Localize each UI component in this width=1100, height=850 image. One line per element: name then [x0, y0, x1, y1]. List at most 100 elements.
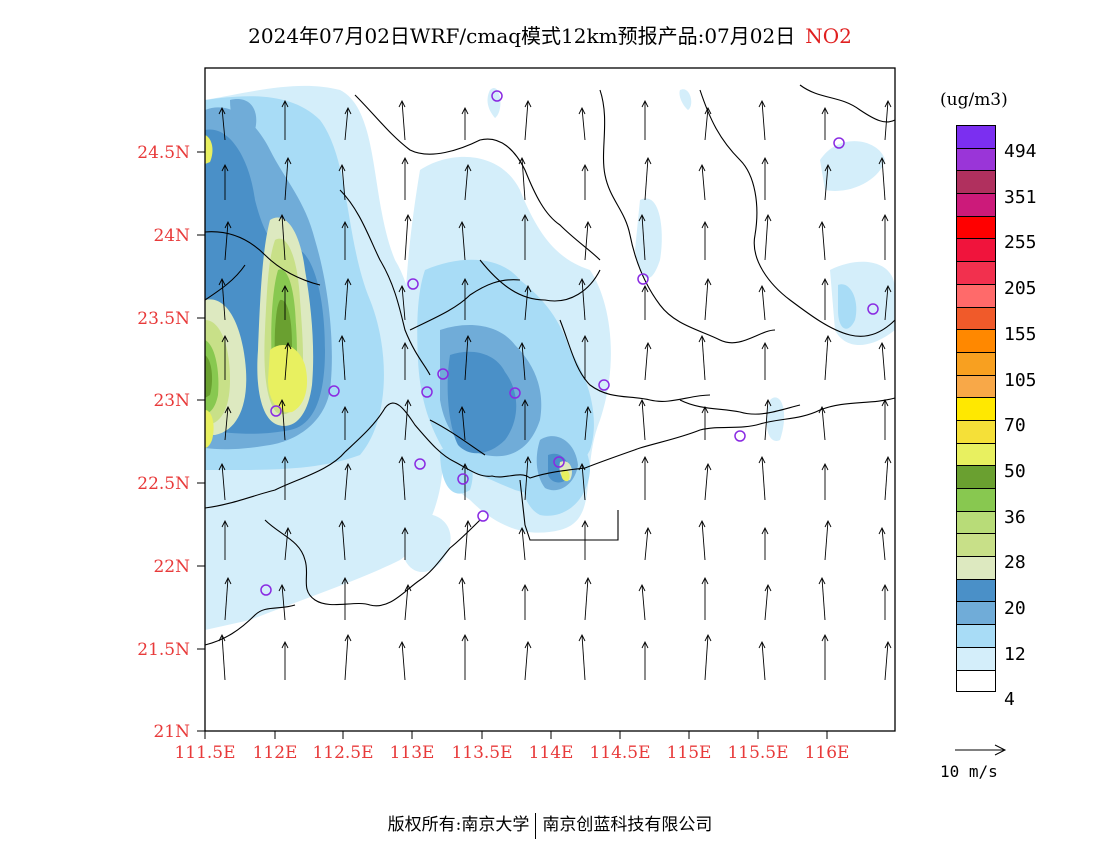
- legend-swatch: [956, 556, 996, 579]
- legend-swatch: [956, 329, 996, 352]
- station-marker: [598, 379, 610, 391]
- wind-arrow: [704, 463, 709, 501]
- wind-arrow-head: [761, 526, 769, 535]
- wind-arrow-head: [824, 519, 832, 528]
- lon-tick-label: 111.5E: [174, 743, 235, 763]
- legend-swatch: [956, 125, 996, 148]
- latitude-axis: 24.5N 24N 23.5N 23N 22.5N 22N 21.5N 21N: [137, 143, 205, 742]
- concentration-field: [205, 85, 895, 631]
- wind-arrow: [584, 221, 589, 261]
- legend-swatch: [956, 238, 996, 262]
- wind-arrow-head: [338, 519, 346, 528]
- wind-arrow: [221, 634, 226, 681]
- wind-arrow-head: [278, 213, 286, 222]
- wind-arrow-head: [338, 334, 346, 343]
- wind-arrow-head: [521, 213, 529, 222]
- wind-arrow: [224, 221, 229, 261]
- lon-tick-label: 116E: [805, 743, 850, 763]
- legend-swatch: [956, 465, 996, 488]
- wind-arrow-head: [521, 583, 529, 592]
- longitude-axis: 111.5E 112E 112.5E 113E 113.5E 114E 114.5E 115E…: [174, 731, 849, 763]
- wind-arrow-head: [458, 405, 466, 414]
- wind-arrow-head: [281, 455, 289, 464]
- wind-arrow-head: [464, 334, 472, 343]
- wind-arrow-head: [218, 462, 226, 471]
- legend-swatch: [956, 215, 996, 239]
- wind-arrow-head: [524, 99, 532, 108]
- wind-arrow-head: [341, 405, 349, 414]
- wind-arrow: [821, 406, 826, 441]
- wind-arrow: [704, 278, 709, 321]
- wind-arrow: [464, 164, 469, 201]
- legend-swatch: [956, 419, 996, 443]
- wind-arrow-head: [638, 213, 646, 222]
- wind-arrow-head: [218, 633, 226, 642]
- wind-arrow-head: [581, 519, 589, 528]
- wind-arrow-head: [524, 640, 532, 649]
- legend-swatch: [956, 646, 996, 670]
- wind-arrow-head: [458, 576, 466, 585]
- wind-arrow: [404, 214, 409, 261]
- wind-arrow: [704, 107, 709, 141]
- wind-arrow: [221, 463, 226, 501]
- station-marker: [867, 303, 879, 315]
- wind-arrow-head: [344, 633, 352, 642]
- lat-tick-label: 24.5N: [137, 143, 190, 163]
- wind-arrow: [224, 577, 229, 621]
- legend-swatch: [956, 147, 996, 171]
- station-marker: [833, 137, 845, 149]
- wind-arrow: [824, 520, 829, 561]
- wind-arrow-head: [638, 583, 646, 592]
- wind-arrow-head: [698, 519, 706, 528]
- wind-arrow-head: [224, 220, 232, 229]
- company-text: 南京创蓝科技有限公司: [542, 815, 713, 835]
- wind-arrow-head: [638, 398, 646, 407]
- legend-swatch: [956, 261, 996, 284]
- wind-arrow: [881, 157, 886, 201]
- wind-arrow: [341, 335, 346, 381]
- wind-arrow: [344, 634, 349, 681]
- wind-arrow: [581, 107, 586, 141]
- wind-arrow-head: [401, 156, 409, 165]
- wind-arrow: [761, 456, 766, 501]
- wind-arrow-head: [704, 633, 712, 642]
- wind-arrow-head: [278, 398, 286, 407]
- wind-arrow-head: [578, 277, 586, 286]
- wind-arrow-head: [518, 156, 526, 165]
- wind-arrow-head: [701, 576, 709, 585]
- lat-tick-label: 21.5N: [137, 640, 190, 660]
- legend-label: 205: [1004, 278, 1037, 300]
- wind-arrow: [884, 100, 889, 141]
- wind-arrow-head: [878, 341, 886, 350]
- lon-tick-label: 114E: [529, 743, 574, 763]
- legend-label: 12: [1004, 643, 1026, 665]
- wind-arrow-head: [344, 277, 352, 286]
- pollutant-label: NO2: [805, 24, 852, 48]
- wind-arrow: [641, 399, 646, 441]
- wind-arrow: [401, 641, 406, 681]
- wind-arrow: [401, 100, 406, 141]
- wind-arrow: [461, 577, 466, 621]
- lon-tick-label: 115.5E: [727, 743, 788, 763]
- wind-arrow-head: [398, 455, 406, 464]
- legend-swatch: [956, 442, 996, 466]
- wind-arrow-head: [644, 156, 652, 165]
- wind-reference-arrow: [955, 744, 1007, 756]
- wind-arrow-head: [578, 633, 586, 642]
- wind-arrow-head: [581, 163, 589, 172]
- wind-arrow-head: [284, 341, 292, 350]
- wind-arrow-head: [758, 284, 766, 293]
- wind-arrow-head: [821, 277, 829, 286]
- legend-label: 70: [1004, 415, 1026, 437]
- wind-arrow: [644, 157, 649, 201]
- wind-arrow-head: [824, 334, 832, 343]
- wind-arrow-head: [464, 163, 472, 172]
- wind-arrow-head: [464, 519, 472, 528]
- legend-swatch: [956, 669, 996, 693]
- wind-arrow: [701, 520, 706, 561]
- legend-label: 4: [1004, 689, 1015, 711]
- lon-tick-label: 113.5E: [451, 743, 512, 763]
- wind-arrow: [764, 399, 769, 441]
- wind-arrow: [461, 406, 466, 441]
- legend-label: 255: [1004, 232, 1037, 254]
